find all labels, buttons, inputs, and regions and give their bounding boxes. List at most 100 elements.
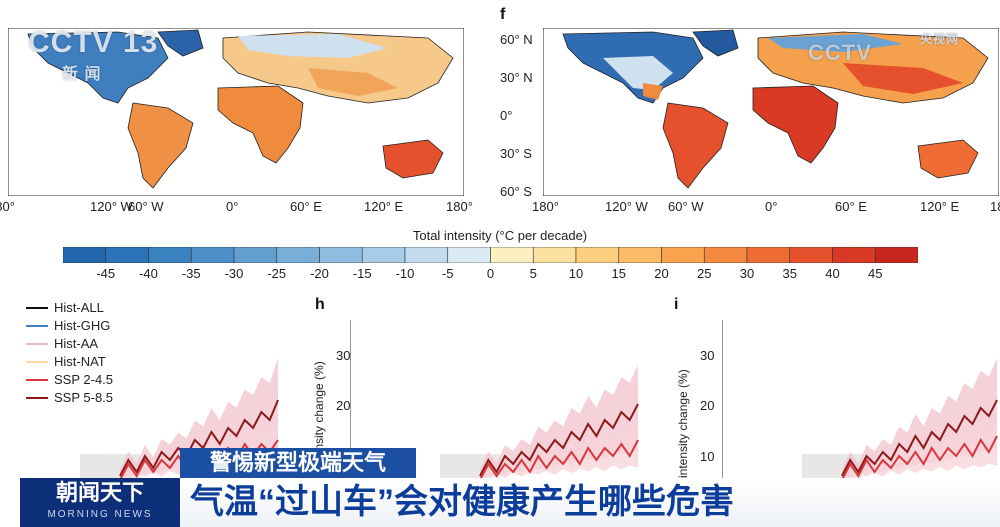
colorbar-label: 30	[739, 266, 755, 281]
colorbar-label: 40	[825, 266, 840, 281]
legend-swatch	[26, 324, 48, 327]
legend-item: SSP 2-4.5	[26, 372, 113, 387]
program-badge: 朝闻天下 MORNING NEWS	[20, 478, 180, 527]
map-left-x-tick: 60° W	[128, 199, 164, 214]
i-yticks-tick: 30	[700, 348, 715, 363]
map-left-x-tick: 120° W	[90, 199, 133, 214]
legend-item: SSP 5-8.5	[26, 390, 113, 405]
legend-label: SSP 2-4.5	[54, 372, 114, 387]
colorbar-label: 5	[529, 266, 537, 281]
colorbar-segment	[703, 247, 748, 263]
legend-swatch	[26, 396, 48, 399]
colorbar-segment	[105, 247, 149, 263]
legend-item: Hist-NAT	[26, 354, 106, 369]
colorbar-segment	[532, 247, 577, 263]
panel-letter-i: i	[674, 296, 679, 313]
colorbar-segment	[404, 247, 449, 263]
legend-swatch	[26, 360, 48, 363]
colorbar-segment	[832, 247, 876, 263]
colorbar-segment	[618, 247, 662, 263]
colorbar-title: Total intensity (°C per decade)	[412, 228, 588, 243]
legend-label: Hist-GHG	[54, 318, 111, 333]
map-right-y-tick: 30° S	[500, 146, 532, 161]
cctv13-logo: CCTV 13	[28, 26, 159, 59]
colorbar-label: 45	[868, 266, 883, 281]
colorbar-segment	[233, 247, 278, 263]
colorbar-label: 15	[611, 266, 626, 281]
colorbar-label: 35	[782, 266, 797, 281]
legend-label: Hist-ALL	[54, 300, 104, 315]
continent-north-america	[27, 31, 169, 104]
continent-greenland	[157, 29, 204, 57]
colorbar-segment	[276, 247, 320, 263]
map-left-x-tick: 120° E	[364, 199, 404, 214]
caption-headline: 气温“过山车”会对健康产生哪些危害	[180, 478, 1000, 527]
cctv13-logo-sub: 新 闻	[62, 66, 102, 83]
legend-swatch	[26, 378, 48, 381]
legend-swatch	[26, 342, 48, 345]
series-line	[841, 399, 998, 477]
colorbar-segment	[319, 247, 363, 263]
legend-item: Hist-AA	[26, 336, 98, 351]
colorbar-segment	[447, 247, 491, 263]
panel-letter-h: h	[315, 296, 325, 313]
chart-h	[350, 320, 639, 490]
colorbar-label: -45	[96, 266, 116, 281]
legend-label: Hist-NAT	[54, 354, 106, 369]
colorbar-label: -30	[224, 266, 244, 281]
legend-label: Hist-AA	[54, 336, 99, 351]
continent-south-america	[662, 102, 729, 189]
map-left-x-tick: 0°	[226, 199, 239, 214]
chart-i-ylabel: intensity change (%)	[676, 369, 690, 478]
colorbar-label: -25	[267, 266, 287, 281]
legend-swatch	[26, 306, 48, 309]
legend-item: Hist-ALL	[26, 300, 104, 315]
series-line	[841, 435, 998, 481]
panel-letter-f: f	[500, 6, 506, 23]
colorbar-segment	[874, 247, 918, 263]
series-line	[119, 399, 279, 477]
colorbar-segment	[190, 247, 235, 263]
map-right	[543, 28, 999, 196]
colorbar-segment	[575, 247, 620, 263]
colorbar-label: 25	[697, 266, 712, 281]
map-right-y-tick: 60° N	[500, 32, 533, 47]
map-right-x-tick: 120° E	[920, 199, 960, 214]
colorbar-segment	[490, 247, 534, 263]
h-yticks-tick: 20	[336, 398, 351, 413]
series-line	[479, 439, 639, 481]
map-left-x-tick: 180°	[446, 199, 473, 214]
map-right-x-tick: 60° E	[835, 199, 867, 214]
map-left-x-tick: 180°	[0, 199, 15, 214]
continent-africa	[752, 85, 839, 164]
colorbar-label: -15	[352, 266, 372, 281]
map-right-x-tick: 0°	[765, 199, 778, 214]
map-right-x-tick: 120° W	[605, 199, 648, 214]
cctv-logo-sub: 央视网	[920, 32, 960, 46]
map-right-x-tick: 180°	[990, 199, 1000, 214]
map-left	[8, 28, 464, 196]
colorbar-segment	[361, 247, 406, 263]
colorbar-segment	[789, 247, 833, 263]
continent-greenland	[692, 29, 739, 57]
continent-south-america	[127, 102, 194, 189]
colorbar-segment	[63, 247, 107, 263]
colorbar-label: -20	[310, 266, 329, 281]
h-yticks-tick: 30	[336, 348, 351, 363]
map-right-y-tick: 0°	[500, 108, 513, 123]
legend-label: SSP 5-8.5	[54, 390, 114, 405]
legend-item: Hist-GHG	[26, 318, 110, 333]
continent-australia	[917, 139, 979, 179]
map-right-y-tick: 30° N	[500, 70, 533, 85]
program-name: 朝闻天下	[55, 480, 144, 505]
colorbar-label: 0	[486, 266, 495, 281]
map-left-x-tick: 60° E	[290, 199, 322, 214]
caption-top-banner: 警惕新型极端天气	[180, 448, 416, 478]
colorbar-label: -10	[395, 266, 415, 281]
colorbar-segment	[746, 247, 791, 263]
colorbar-segment	[661, 247, 705, 263]
program-name-en: MORNING NEWS	[47, 509, 153, 520]
colorbar-label: 10	[568, 266, 584, 281]
colorbar-label: -35	[181, 266, 201, 281]
colorbar-label: 20	[654, 266, 669, 281]
